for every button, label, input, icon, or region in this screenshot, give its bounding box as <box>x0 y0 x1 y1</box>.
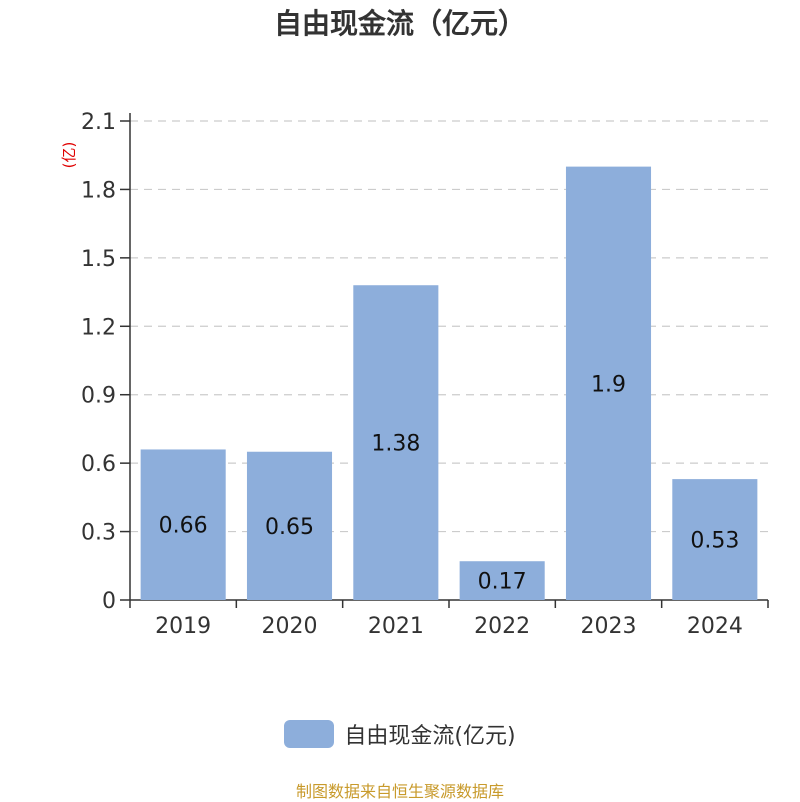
bar-2021 <box>353 285 439 600</box>
legend-label: 自由现金流(亿元) <box>344 724 516 749</box>
legend[interactable]: 自由现金流(亿元) <box>0 718 800 750</box>
bar-value-label: 0.65 <box>265 515 314 540</box>
bar-2019 <box>140 449 226 600</box>
y-tick-label: 0.3 <box>81 521 116 546</box>
y-tick-label: 0.9 <box>81 384 116 409</box>
bar-2022 <box>459 561 545 600</box>
x-tick-label: 2021 <box>368 614 424 639</box>
source-note: 制图数据来自恒生聚源数据库 <box>295 782 504 801</box>
bar-value-label: 0.53 <box>690 529 739 554</box>
x-tick-label: 2022 <box>474 614 530 639</box>
legend-swatch <box>284 720 335 748</box>
bar-value-label: 0.17 <box>478 570 527 595</box>
bar-2023 <box>565 166 652 600</box>
y-axis-label: (亿) <box>60 142 78 169</box>
bar-2020 <box>246 451 333 600</box>
y-tick-label: 2.1 <box>81 110 116 135</box>
x-tick-label: 2020 <box>262 614 318 639</box>
bar-2024 <box>672 479 758 600</box>
x-tick-label: 2019 <box>155 614 211 639</box>
x-tick-label: 2024 <box>687 614 743 639</box>
bar-value-label: 1.9 <box>591 372 626 397</box>
y-tick-label: 1.2 <box>81 315 116 340</box>
chart-title: 自由现金流（亿元） <box>273 7 526 40</box>
bar-value-label: 1.38 <box>371 432 420 457</box>
y-tick-label: 1.5 <box>81 247 116 272</box>
y-tick-label: 1.8 <box>81 178 116 203</box>
y-tick-label: 0.6 <box>81 452 116 477</box>
y-tick-label: 0 <box>102 589 116 614</box>
x-tick-label: 2023 <box>581 614 637 639</box>
bar-value-label: 0.66 <box>159 514 208 539</box>
